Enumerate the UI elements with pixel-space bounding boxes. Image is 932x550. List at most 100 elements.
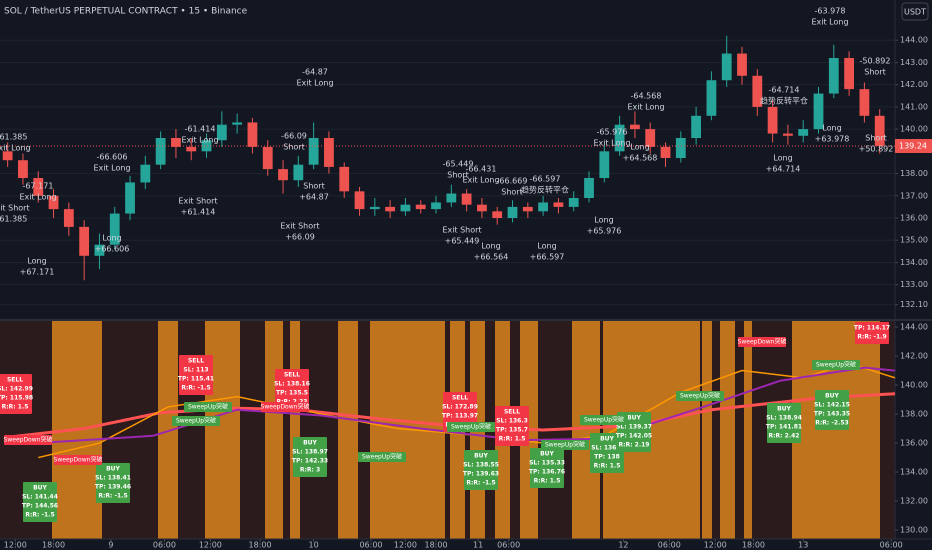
signal-text: SL: 139.37 <box>616 424 652 431</box>
last-price-tag <box>895 139 932 153</box>
trade-annotation: -66.597 <box>530 175 561 184</box>
candle-body <box>553 202 564 207</box>
trade-annotation: +64.87 <box>299 193 329 202</box>
candle-body <box>691 115 702 138</box>
x-tick-label: 12:00 <box>394 541 417 550</box>
candle-body <box>660 146 671 158</box>
sweep-box <box>812 360 860 370</box>
x-tick-label: 06:00 <box>497 541 520 550</box>
sweep-box <box>738 337 786 347</box>
signal-text: BUY <box>777 406 791 413</box>
candle-body <box>155 138 166 165</box>
signal-text: SL: 138.97 <box>292 449 328 456</box>
signal-box <box>96 463 130 503</box>
indicator-line <box>7 392 896 439</box>
candle-body <box>767 106 778 134</box>
candle-body <box>63 209 74 227</box>
signal-text: SL: 141.44 <box>22 494 58 501</box>
sweep-box <box>4 435 52 445</box>
trade-annotation: +66.597 <box>530 253 565 262</box>
signal-text: R:R: -1.9 <box>857 334 886 341</box>
signal-text: R:R: -2.53 <box>815 420 848 427</box>
y-tick-label: 144.00 <box>900 36 928 45</box>
trade-annotation: Long <box>102 234 121 243</box>
trade-annotation: Long <box>773 154 792 163</box>
candle-body <box>308 138 319 165</box>
sweep-box <box>184 402 232 412</box>
signal-text: R:R: 1.5 <box>499 436 526 443</box>
currency-button[interactable] <box>901 2 929 21</box>
candle-body <box>247 122 258 147</box>
signal-text: SELL <box>452 395 468 402</box>
candle-body <box>369 206 380 210</box>
trade-annotation: -64.87 <box>302 68 328 77</box>
sweep-label: SweepUp突破 <box>584 416 624 424</box>
signal-box <box>293 437 327 477</box>
x-tick-label: 18:00 <box>249 541 272 550</box>
trade-annotation: -66.431 <box>466 165 497 174</box>
signal-text: R:R: 1.5 <box>534 478 561 485</box>
candle-body <box>477 204 487 212</box>
trade-annotation: Long <box>822 124 841 133</box>
signal-text: SL: 142.99 <box>0 386 33 393</box>
sweep-box <box>541 440 589 450</box>
signal-text: TP: 143.35 <box>814 411 850 418</box>
signal-band <box>572 321 600 539</box>
signal-text: R:R: 1.5 <box>2 404 29 411</box>
trade-annotation: Long <box>27 257 46 266</box>
signal-box <box>0 374 32 414</box>
sweep-label: SweepUp突破 <box>188 403 228 411</box>
candle-body <box>522 206 533 212</box>
signal-box <box>275 369 309 409</box>
sweep-label: SweepDown突破 <box>4 436 53 444</box>
x-tick-label: 12 <box>618 541 628 550</box>
y-tick-label: 136.00 <box>900 214 928 223</box>
currency-label[interactable]: USDT <box>904 8 926 17</box>
x-tick-label: 12:00 <box>704 541 727 550</box>
signal-text: SL: 172.89 <box>442 404 478 411</box>
sweep-label: SweepUp突破 <box>451 423 491 431</box>
signal-text: R:R: 1.5 <box>594 463 621 470</box>
candle-body <box>844 58 854 90</box>
trade-annotation: Short <box>865 134 886 143</box>
signal-text: TP: 142.33 <box>292 458 328 465</box>
sweep-label: SweepUp突破 <box>176 417 216 425</box>
sweep-box <box>172 416 220 426</box>
signal-box <box>530 448 564 488</box>
candle-body <box>492 211 503 218</box>
candle-body <box>783 133 793 136</box>
y-tick-label: 132.10 <box>900 300 928 309</box>
trade-annotation: -66.669 <box>497 177 528 186</box>
signal-text: SL: 138.55 <box>463 462 499 469</box>
trade-annotation: -61.385 <box>0 133 27 142</box>
candle-body <box>293 164 304 181</box>
signal-text: TP: 114.17 <box>854 325 890 332</box>
trade-annotation: Exit Long <box>0 144 31 153</box>
signal-text: SL: 136.6 <box>591 445 623 452</box>
x-tick-label: 9 <box>108 541 113 550</box>
sweep-box <box>580 415 628 425</box>
trade-annotation: Exit Long <box>593 139 630 148</box>
trade-annotation: +50.892 <box>859 145 894 154</box>
signal-box <box>855 322 889 344</box>
y-tick-label: 140.00 <box>900 125 928 134</box>
trade-annotation: Long <box>594 216 613 225</box>
trade-annotation: Exit Long <box>19 193 56 202</box>
candle-body <box>186 146 197 152</box>
signal-text: R:R: -1.5 <box>181 385 210 392</box>
sweep-box <box>447 422 495 432</box>
signal-text: SL: 138.41 <box>95 475 131 482</box>
trade-annotation: Long <box>630 143 649 152</box>
candle-body <box>216 124 227 141</box>
trade-annotation: Exit Short <box>0 204 30 213</box>
trade-annotation: Short <box>501 188 522 197</box>
signal-text: R:R: 2.19 <box>619 442 650 449</box>
signal-text: SL: 138.16 <box>274 381 310 388</box>
candle-body <box>2 151 13 161</box>
sweep-box <box>261 402 309 412</box>
candle-body <box>339 166 350 192</box>
trade-annotation: -67.171 <box>23 182 54 191</box>
y-tick-label: 133.00 <box>900 280 928 289</box>
last-price-label: 139.24 <box>899 142 927 151</box>
trade-annotation: Exit Long <box>462 176 499 185</box>
